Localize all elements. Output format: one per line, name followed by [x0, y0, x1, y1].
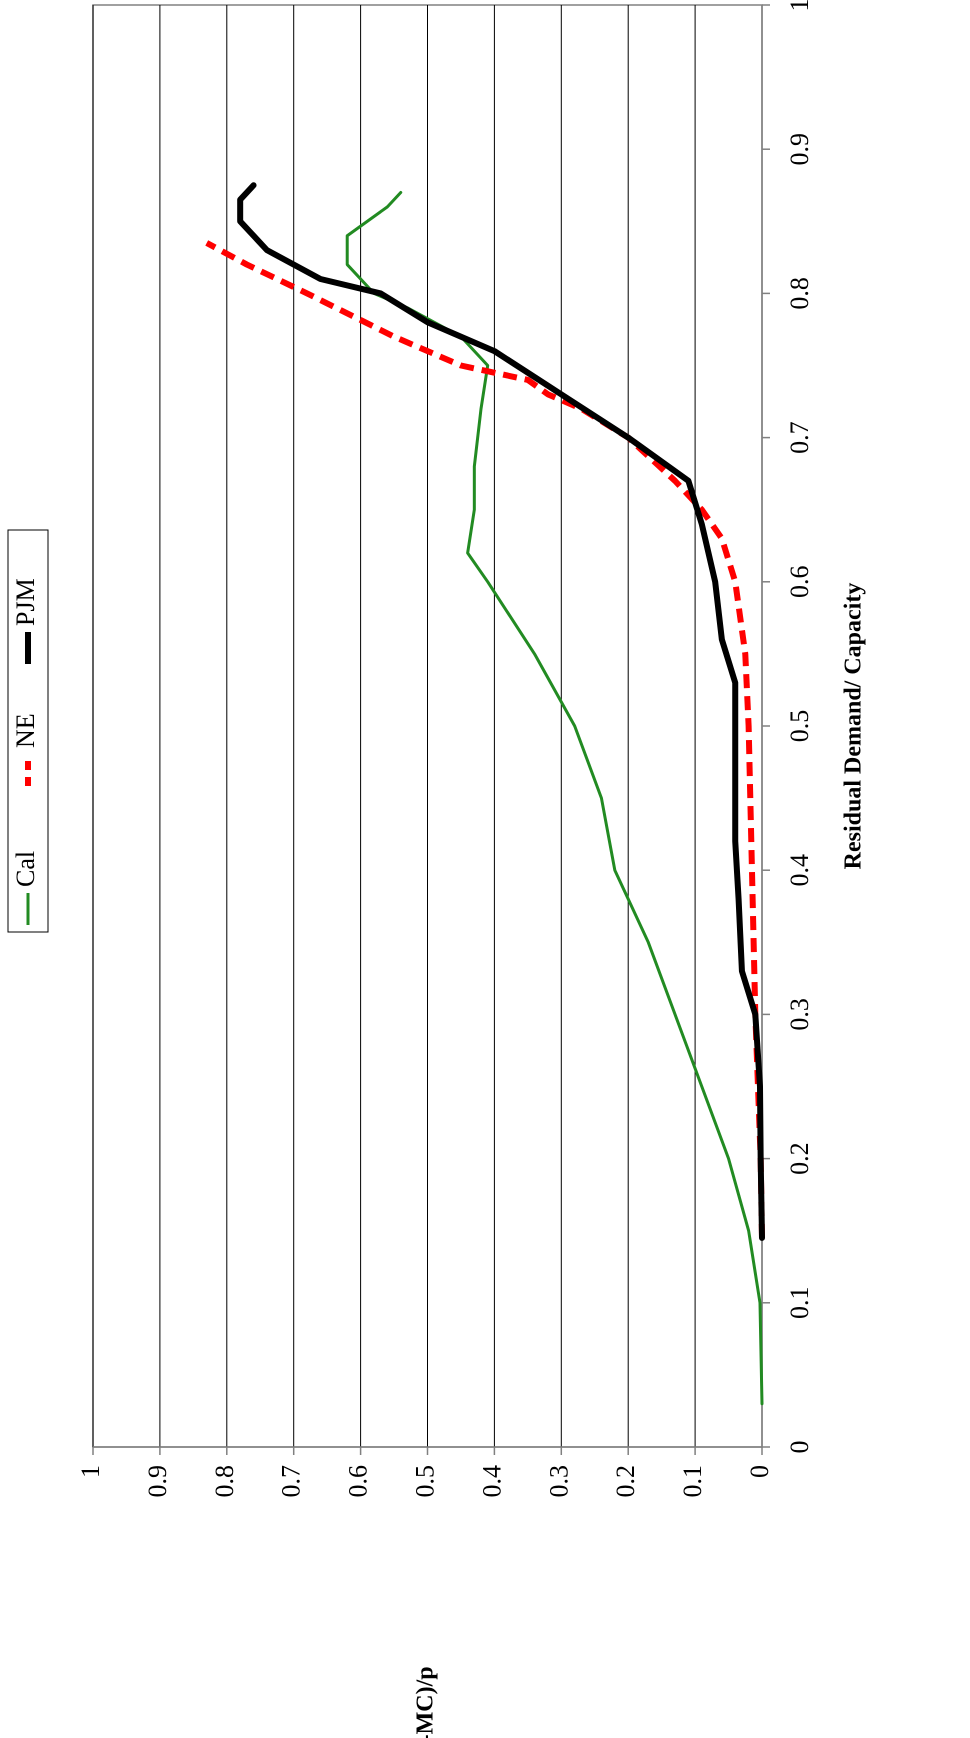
- x-tick-label: 1: [785, 0, 814, 12]
- x-tick-label: 0.2: [785, 1142, 814, 1175]
- y-tick-label: 0.2: [611, 1465, 640, 1498]
- x-tick-label: 0.1: [785, 1287, 814, 1320]
- x-axis-title: Residual Demand/ Capacity: [841, 583, 867, 870]
- legend-label: Cal: [11, 851, 40, 887]
- x-tick-label: 0.4: [785, 854, 814, 887]
- legend-label: PJM: [11, 578, 40, 626]
- x-tick-label: 0.9: [785, 133, 814, 166]
- line-series: [205, 240, 765, 1238]
- x-tick-label: 0.8: [785, 277, 814, 310]
- y-tick-label: 0.8: [210, 1465, 239, 1498]
- line-series: [237, 182, 765, 1241]
- y-tick-label: 0: [745, 1465, 774, 1478]
- legend-box: [7, 529, 49, 933]
- y-tick-label: 0.6: [344, 1465, 373, 1498]
- y-axis-title: (p-MC)/p: [413, 1666, 439, 1738]
- y-tick-label: 1: [76, 1465, 105, 1478]
- y-tick-label: 0.1: [678, 1465, 707, 1498]
- x-tick-label: 0.7: [785, 421, 814, 454]
- x-tick-label: 0: [785, 1441, 814, 1454]
- y-tick-label: 0.3: [544, 1465, 573, 1498]
- y-tick-label: 0.7: [277, 1465, 306, 1498]
- x-tick-label: 0.6: [785, 566, 814, 599]
- x-tick-label: 0.3: [785, 998, 814, 1031]
- legend-label: NE: [11, 713, 40, 748]
- y-tick-label: 0.4: [477, 1465, 506, 1498]
- y-tick-label: 0.5: [410, 1465, 439, 1498]
- line-series: [345, 190, 764, 1406]
- y-tick-label: 0.9: [143, 1465, 172, 1498]
- x-tick-label: 0.5: [785, 710, 814, 743]
